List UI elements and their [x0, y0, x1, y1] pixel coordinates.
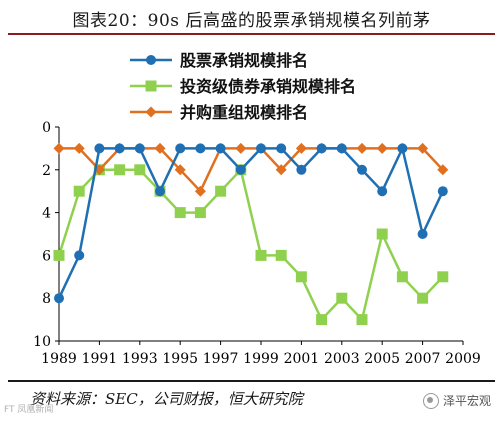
wechat-icon [422, 392, 439, 409]
series-2-point [295, 271, 307, 283]
x-tick-label: 1997 [203, 351, 239, 367]
legend-swatch-marker [145, 106, 157, 118]
x-tick-label: 1995 [162, 351, 198, 367]
series-3-point [417, 142, 429, 154]
series-3-point [356, 142, 368, 154]
series-2-point [356, 314, 368, 326]
series-1-point [235, 164, 246, 175]
watermark-right-text: 泽平宏观 [442, 394, 491, 408]
series-1-point [316, 143, 327, 154]
series-3-point [437, 164, 449, 176]
series-2-point [194, 207, 206, 219]
series-1-point [397, 143, 408, 154]
series-1-point [134, 143, 145, 154]
series-1-point [296, 164, 307, 175]
series-1-point [94, 143, 105, 154]
watermark-left-text: FT 凤凰新闻 [4, 405, 54, 415]
x-tick-label: 1993 [122, 351, 158, 367]
x-tick-label: 1991 [82, 351, 118, 367]
series-2-point [336, 292, 348, 304]
series-3-point [376, 142, 388, 154]
legend-swatch-marker [145, 80, 157, 92]
series-2-point [174, 207, 186, 219]
series-2-point [437, 271, 449, 283]
series-1-point [74, 250, 85, 261]
series-1-point [377, 186, 388, 197]
series-1-point [256, 143, 266, 154]
y-tick-label: 6 [42, 248, 51, 264]
series-1-point [357, 164, 367, 175]
series-3-point [53, 142, 65, 154]
series-3-point [295, 142, 307, 154]
watermark-left: FT 凤凰新闻 [4, 402, 53, 415]
series-1-point [336, 143, 347, 154]
series-2-point [376, 228, 388, 240]
x-tick-label: 2009 [445, 351, 481, 367]
series-1-point [195, 143, 206, 154]
x-tick-label: 2005 [364, 351, 400, 367]
x-tick-label: 2001 [284, 351, 320, 367]
series-2-point [53, 249, 65, 261]
series-1-point [417, 229, 428, 239]
legend-label: 股票承销规模排名 [180, 51, 308, 70]
series-2-point [134, 164, 146, 176]
series-1-point [114, 143, 125, 154]
series-1-point [276, 143, 287, 154]
series-1-point [437, 186, 448, 197]
series-2-point [396, 271, 408, 283]
legend-swatch-marker [146, 55, 156, 65]
series-1-point [155, 186, 165, 197]
series-3-point [275, 164, 287, 176]
series-3-point [235, 142, 247, 154]
legend-label: 投资级债券承销规模排名 [180, 77, 356, 96]
source-note: 资料来源：SEC，公司财报，恒大研究院 [30, 390, 303, 408]
series-1-point [175, 143, 186, 154]
title-divider [8, 33, 495, 35]
series-2-point [417, 292, 429, 304]
chart-title: 图表20：90s 后高盛的股票承销规模名列前茅 [72, 11, 431, 31]
series-1 [54, 143, 448, 304]
y-tick-label: 10 [33, 334, 51, 350]
chart-area: 0 2 4 6 8 10 1989 1991 1993 1995 1997 1999 2001 2003 2… [0, 38, 503, 378]
series-1-point [54, 293, 64, 304]
series-2-point [275, 249, 287, 261]
y-tick-label: 2 [42, 163, 51, 179]
source-divider [8, 380, 495, 382]
x-tick-label: 2003 [324, 351, 360, 367]
legend-label: 并购重组规模排名 [180, 103, 308, 122]
y-tick-label: 0 [42, 120, 51, 136]
x-tick-label: 1999 [243, 351, 279, 367]
legend-item-2: 投资级债券承销规模排名 [130, 77, 356, 96]
chart-series [53, 142, 449, 326]
series-2-point [215, 185, 227, 197]
x-tick-label: 1989 [41, 351, 77, 367]
series-3-point [154, 142, 166, 154]
y-tick-label: 4 [42, 206, 51, 222]
legend-item-1: 股票承销规模排名 [130, 51, 308, 70]
y-tick-label: 8 [42, 291, 51, 307]
x-tick-label: 2007 [405, 351, 441, 367]
series-2-point [255, 249, 267, 261]
watermark-right: 泽平宏观 [422, 392, 491, 409]
series-2-point [316, 314, 328, 326]
series-2-point [73, 185, 85, 197]
series-2-point [114, 164, 126, 176]
series-2 [53, 164, 449, 326]
series-3-point [73, 142, 85, 154]
series-3-point [194, 185, 206, 197]
series-1-point [215, 143, 226, 154]
legend-item-3: 并购重组规模排名 [130, 103, 308, 122]
series-3-point [174, 164, 186, 176]
